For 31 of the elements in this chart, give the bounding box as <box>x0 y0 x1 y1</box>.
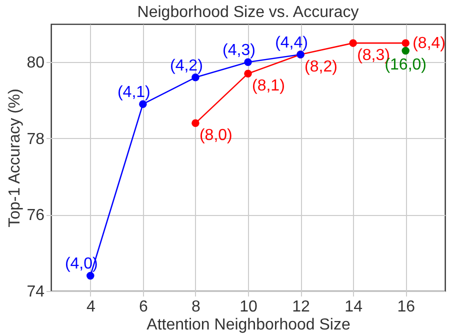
y-tick-label: 80 <box>26 54 45 72</box>
x-tick-label: 10 <box>240 298 258 316</box>
annotation: (8,1) <box>252 78 285 95</box>
x-tick-label: 16 <box>397 298 416 316</box>
annotation: (4,2) <box>170 57 203 74</box>
point <box>86 272 94 280</box>
x-tick-label: 4 <box>86 298 96 316</box>
x-tick-label: 8 <box>192 298 201 316</box>
x-axis-title: Attention Neighborhood Size <box>146 316 350 334</box>
y-tick-label: 78 <box>26 130 45 148</box>
y-tick-label: 76 <box>26 207 45 224</box>
annotation: (8,2) <box>304 58 338 76</box>
point <box>349 39 357 47</box>
annotation: (4,3) <box>222 42 256 60</box>
point <box>244 70 252 78</box>
point <box>192 119 200 128</box>
point <box>192 74 200 82</box>
x-tick-label: 14 <box>344 298 363 316</box>
annotation: (8,0) <box>199 127 232 144</box>
x-tick-label: 12 <box>292 298 310 316</box>
annotation: (4,1) <box>117 84 150 102</box>
point <box>402 39 410 47</box>
point <box>402 46 410 55</box>
y-tick-label: 74 <box>26 284 45 300</box>
point <box>244 58 252 66</box>
x-tick-label: 6 <box>138 298 148 316</box>
annotation: (4,4) <box>275 34 308 52</box>
chart-title: Neigborhood Size vs. Accuracy <box>137 4 359 21</box>
y-axis-title: Top-1 Accuracy (%) <box>6 88 24 228</box>
annotation: (8,4) <box>412 35 446 52</box>
point <box>139 100 147 108</box>
